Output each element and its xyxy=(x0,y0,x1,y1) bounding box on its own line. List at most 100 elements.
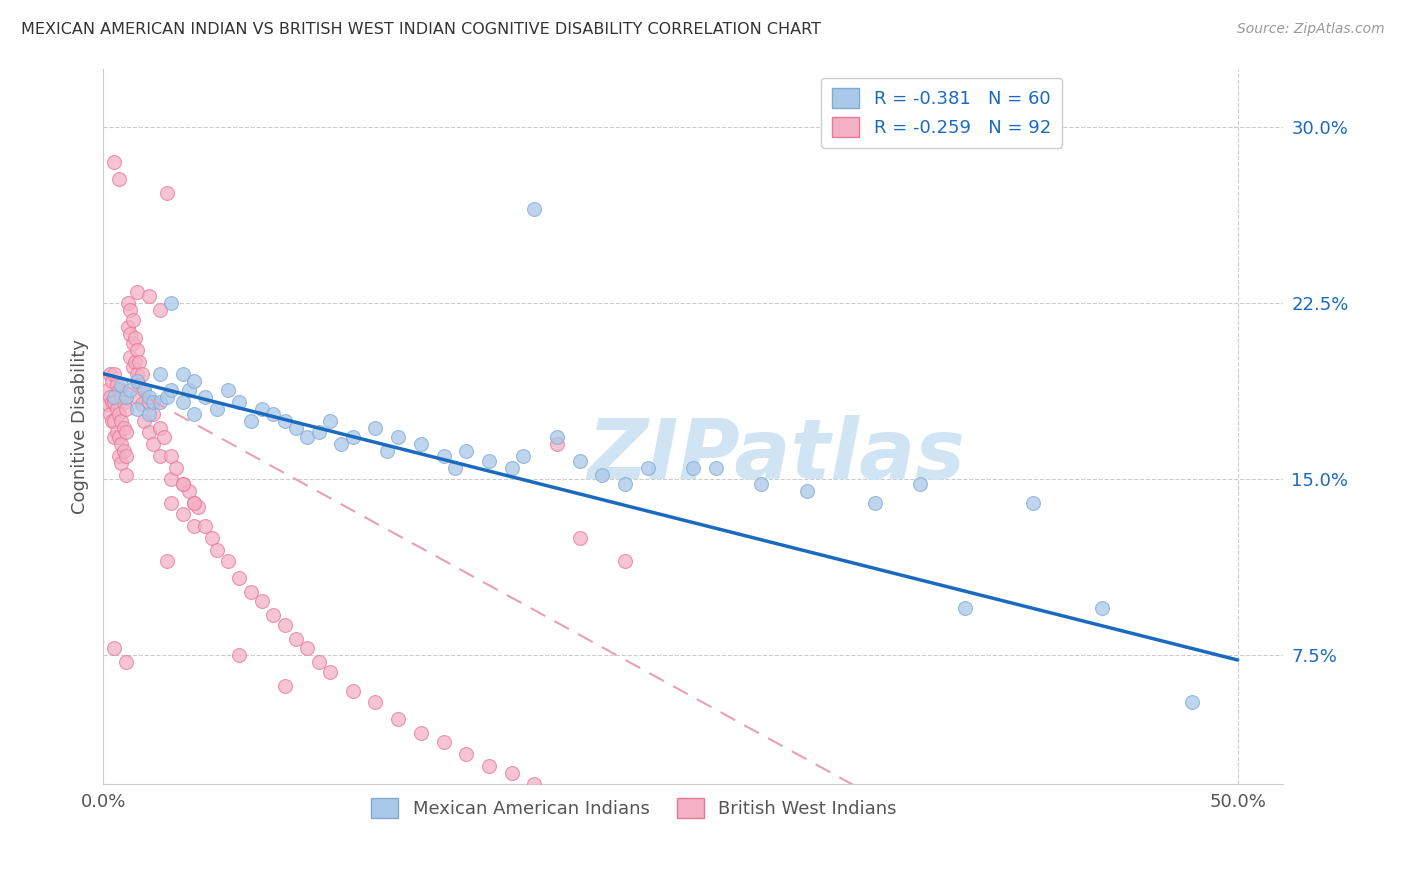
Point xyxy=(103,430,125,444)
Y-axis label: Cognitive Disability: Cognitive Disability xyxy=(72,339,89,514)
Point xyxy=(120,326,142,341)
Point xyxy=(149,449,172,463)
Point xyxy=(160,296,183,310)
Point xyxy=(132,414,155,428)
Point xyxy=(239,414,262,428)
Point xyxy=(149,420,172,434)
Point xyxy=(704,460,727,475)
Point xyxy=(330,437,353,451)
Point xyxy=(591,467,613,482)
Point xyxy=(120,350,142,364)
Point xyxy=(387,712,409,726)
Point xyxy=(285,420,308,434)
Point xyxy=(172,367,194,381)
Point xyxy=(127,390,149,404)
Point xyxy=(364,420,387,434)
Point xyxy=(108,407,131,421)
Point xyxy=(108,449,131,463)
Point xyxy=(796,483,818,498)
Point xyxy=(127,285,149,299)
Point xyxy=(120,303,142,318)
Point xyxy=(127,374,149,388)
Point xyxy=(156,186,179,200)
Point xyxy=(149,303,172,318)
Point xyxy=(128,355,150,369)
Point xyxy=(682,460,704,475)
Point xyxy=(142,437,165,451)
Point xyxy=(908,477,931,491)
Point xyxy=(114,656,136,670)
Point xyxy=(156,390,179,404)
Point xyxy=(319,665,342,679)
Point xyxy=(262,407,284,421)
Point xyxy=(749,477,772,491)
Point xyxy=(121,359,143,374)
Point xyxy=(205,401,228,416)
Point xyxy=(108,383,131,397)
Point xyxy=(297,430,319,444)
Point xyxy=(112,394,135,409)
Point xyxy=(387,430,409,444)
Point xyxy=(132,383,155,397)
Point xyxy=(342,430,364,444)
Point xyxy=(172,477,194,491)
Point xyxy=(103,390,125,404)
Point xyxy=(105,425,128,440)
Point xyxy=(128,378,150,392)
Point xyxy=(614,477,637,491)
Point xyxy=(101,374,124,388)
Point xyxy=(863,496,886,510)
Point xyxy=(149,394,172,409)
Point xyxy=(149,367,172,381)
Point xyxy=(97,397,120,411)
Point xyxy=(110,414,132,428)
Point xyxy=(105,401,128,416)
Point xyxy=(217,554,239,568)
Point xyxy=(217,383,239,397)
Point xyxy=(124,331,146,345)
Point xyxy=(512,449,534,463)
Point xyxy=(97,383,120,397)
Point xyxy=(98,407,121,421)
Point xyxy=(228,571,250,585)
Point xyxy=(114,401,136,416)
Point xyxy=(614,554,637,568)
Point xyxy=(103,641,125,656)
Point xyxy=(127,343,149,358)
Point xyxy=(432,735,454,749)
Point xyxy=(273,617,295,632)
Point xyxy=(183,407,205,421)
Point xyxy=(201,531,224,545)
Point xyxy=(273,679,295,693)
Point xyxy=(156,554,179,568)
Point xyxy=(568,453,591,467)
Point xyxy=(478,453,501,467)
Point xyxy=(456,747,478,761)
Point xyxy=(103,367,125,381)
Point xyxy=(637,460,659,475)
Point xyxy=(546,430,568,444)
Point xyxy=(138,289,160,303)
Point xyxy=(160,496,183,510)
Point xyxy=(138,390,160,404)
Point xyxy=(165,460,187,475)
Point xyxy=(444,460,467,475)
Point xyxy=(297,641,319,656)
Text: Source: ZipAtlas.com: Source: ZipAtlas.com xyxy=(1237,22,1385,37)
Point xyxy=(114,467,136,482)
Point xyxy=(112,420,135,434)
Point xyxy=(409,726,432,740)
Point xyxy=(432,449,454,463)
Point xyxy=(103,414,125,428)
Point xyxy=(114,449,136,463)
Point xyxy=(228,648,250,663)
Point xyxy=(101,414,124,428)
Point xyxy=(108,430,131,444)
Point xyxy=(124,355,146,369)
Point xyxy=(523,777,546,791)
Point xyxy=(114,425,136,440)
Point xyxy=(955,601,977,615)
Point xyxy=(110,378,132,392)
Point xyxy=(501,460,523,475)
Point xyxy=(194,519,217,533)
